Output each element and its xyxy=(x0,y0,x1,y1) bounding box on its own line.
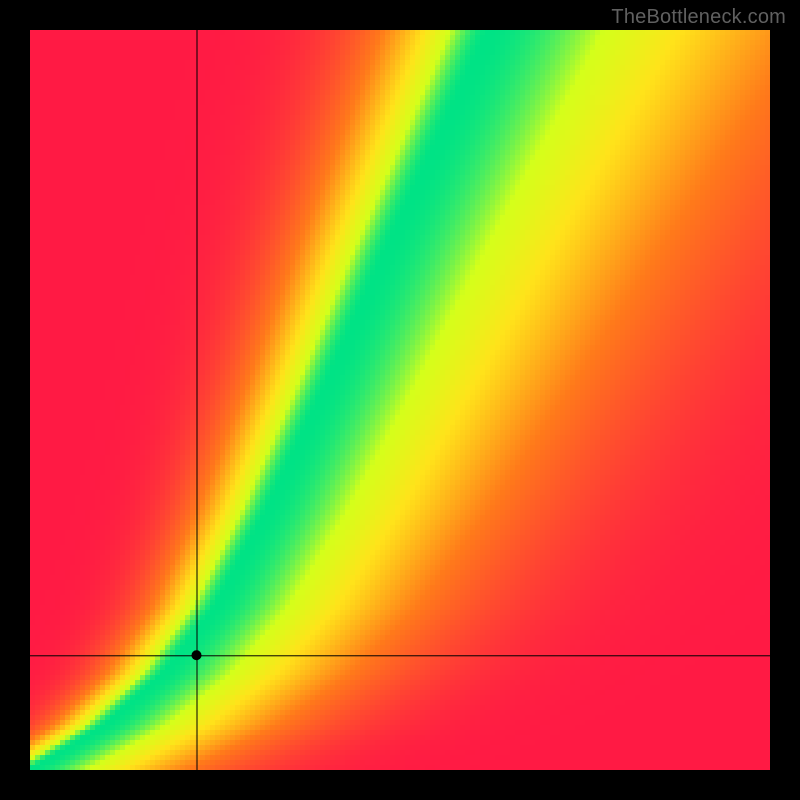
chart-container: TheBottleneck.com xyxy=(0,0,800,800)
heatmap-canvas xyxy=(30,30,770,770)
heatmap-plot xyxy=(30,30,770,770)
watermark-text: TheBottleneck.com xyxy=(611,6,786,29)
